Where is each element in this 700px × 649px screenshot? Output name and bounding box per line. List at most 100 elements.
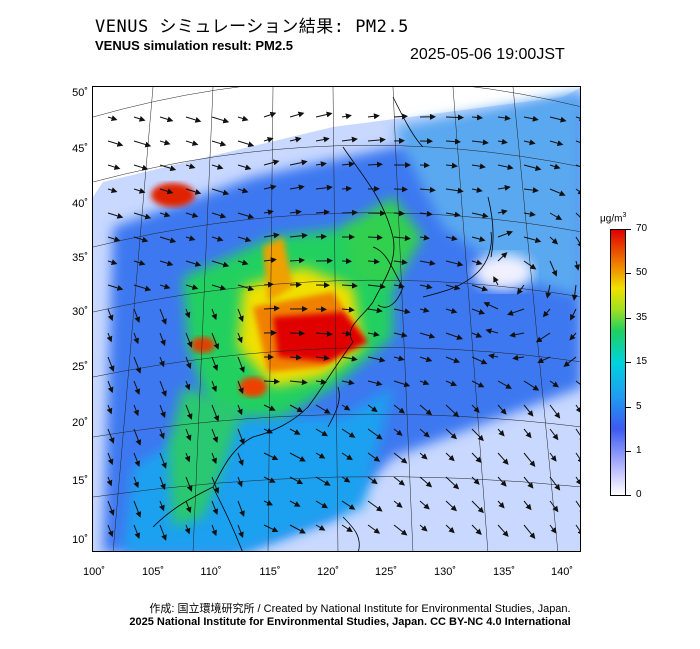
wind-arrow [445,356,460,364]
wind-arrow [445,307,458,314]
wind-arrow [211,308,217,321]
lat-label: 35˚ [72,252,88,264]
wind-arrow [367,404,378,413]
wind-arrow [237,428,245,445]
wind-arrow [471,114,483,121]
wind-arrow [575,524,580,536]
wind-arrow [107,356,115,372]
colorbar-label: 5 [636,401,642,412]
lat-label: 20˚ [72,417,88,429]
colorbar-label: 15 [636,356,648,367]
wind-arrow [471,308,486,315]
wind-arrow [471,186,483,193]
wind-arrow [471,163,486,170]
wind-arrow [184,380,191,391]
wind-arrow [133,356,142,374]
wind-arrow [575,188,580,195]
wind-arrow [523,476,534,489]
wind-arrow [289,524,306,534]
wind-arrow [485,328,499,335]
wind-arrow [315,452,326,459]
lon-label: 125˚ [374,566,398,578]
wind-arrow [575,428,580,443]
wind-arrow [419,379,430,386]
wind-arrow [263,378,280,385]
wind-arrow [159,524,167,541]
wind-arrow [341,209,358,216]
wind-arrow [185,404,193,420]
wind-arrow [211,260,230,268]
wind-arrow [471,476,480,485]
wind-arrow [263,281,274,288]
wind-arrow [133,452,141,467]
wind-arrow [367,500,383,512]
wind-arrow [133,500,142,518]
wind-arrow [159,332,166,347]
timestamp: 2025-05-06 19:00JST [410,46,565,63]
wind-arrow [263,428,273,434]
wind-arrow [289,111,305,118]
wind-arrow [106,476,113,487]
wind-arrow [237,212,255,220]
colorbar-unit: μg/m3 [600,212,627,225]
wind-arrow [419,234,430,241]
lon-label: 120˚ [316,566,340,578]
wind-arrow [107,115,118,122]
wind-arrow [393,524,408,536]
wind-arrow [445,404,460,418]
wind-arrow [159,139,171,146]
wind-arrow [263,136,274,143]
colorbar-label: 70 [636,223,648,234]
wind-arrow [133,380,141,395]
wind-arrow [159,308,167,325]
wind-arrow [185,500,192,514]
wind-arrow [237,380,244,395]
wind-arrow [341,185,352,192]
wind-arrow [237,332,243,344]
wind-arrow [211,380,217,393]
wind-arrow [107,187,118,194]
wind-arrow [523,260,537,270]
wind-arrow [159,356,165,368]
page-title-en: VENUS simulation result: PM2.5 [95,38,293,53]
wind-arrow [575,140,580,143]
wind-arrow [471,524,482,536]
wind-arrow [237,284,255,292]
wind-arrow [341,452,353,461]
wind-arrow [445,500,457,512]
wind-arrow [445,452,455,462]
wind-arrow [315,136,330,143]
wind-arrow [419,210,433,217]
wind-arrow [367,113,380,120]
wind-arrow [549,236,559,245]
wind-arrow [367,380,383,387]
colorbar [610,229,626,496]
wind-arrow [133,524,141,539]
wind-arrow [509,331,525,338]
wind-arrow [289,209,302,216]
wind-arrow [106,332,113,343]
wind-arrow [133,308,141,323]
wind-arrow [419,524,428,532]
wind-arrow [549,212,563,220]
wind-arrow [107,164,121,170]
wind-arrow [471,212,489,219]
wind-arrow [497,404,507,415]
wind-arrow [497,380,512,389]
wind-arrow [211,404,220,422]
wind-arrow [107,452,114,466]
wind-arrow [289,404,304,413]
wind-arrow [159,380,167,397]
wind-arrow [393,380,411,388]
wind-arrow [523,524,536,539]
wind-arrow [263,232,280,239]
wind-arrow [445,114,464,121]
wind-arrow [523,139,536,146]
wind-arrow [159,236,177,244]
wind-arrow [263,184,277,191]
wind-arrow [341,330,352,337]
wind-arrow [341,476,351,483]
wind-arrow [367,161,383,168]
wind-arrow [393,113,408,120]
wind-arrow [483,302,499,310]
